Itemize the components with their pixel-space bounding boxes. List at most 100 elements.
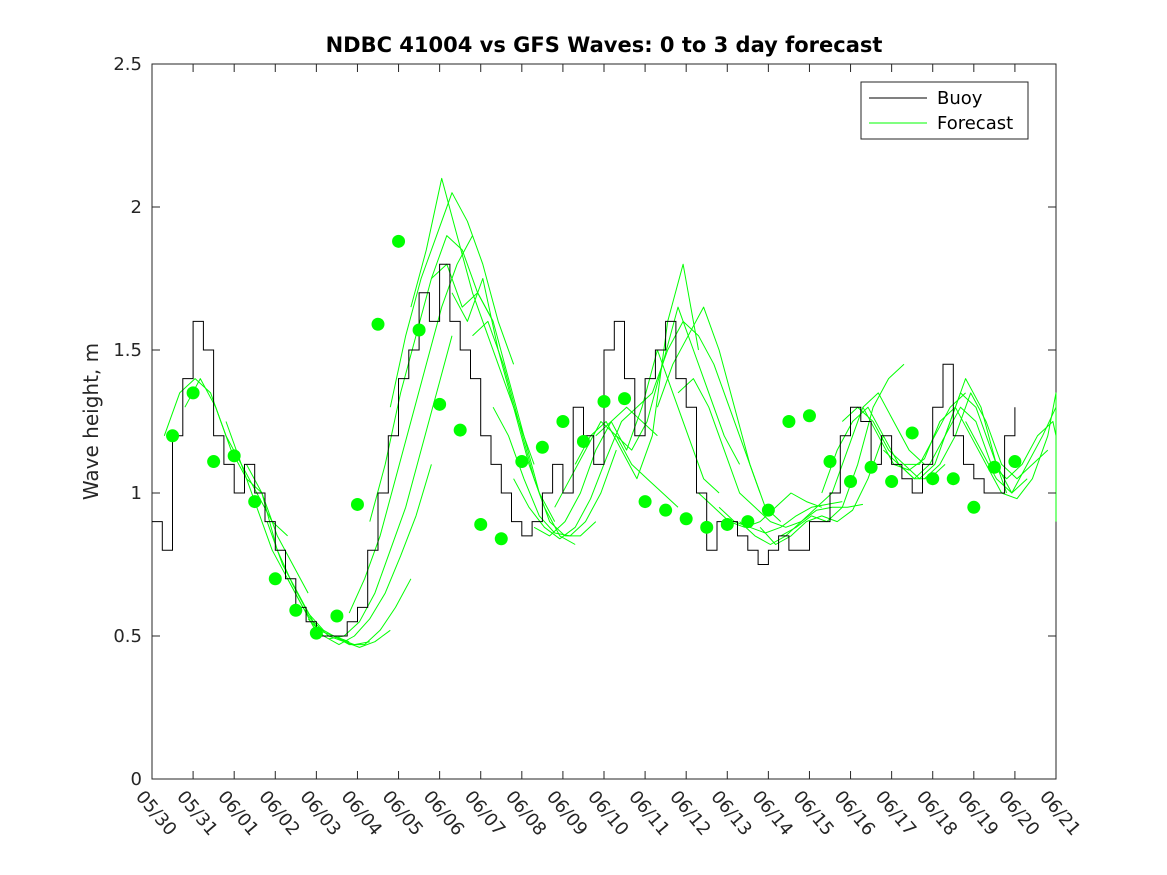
forecast-run-line xyxy=(389,192,515,408)
forecast-run-line xyxy=(266,521,391,648)
forecast-run-line xyxy=(985,392,1057,522)
forecast-run-line xyxy=(944,406,1057,480)
forecast-marker xyxy=(433,397,447,411)
forecast-marker xyxy=(186,386,200,400)
x-tick-label: 06/20 xyxy=(994,787,1043,840)
forecast-marker xyxy=(576,435,590,449)
forecast-marker xyxy=(761,503,775,517)
forecast-run-line xyxy=(615,306,741,465)
forecast-marker xyxy=(330,609,344,623)
forecast-marker xyxy=(618,392,632,406)
forecast-run-line xyxy=(246,464,370,646)
forecast-marker xyxy=(474,517,488,531)
forecast-marker xyxy=(885,475,899,489)
forecast-marker xyxy=(535,440,549,454)
forecast-markers xyxy=(166,234,1022,640)
x-tick-label: 06/10 xyxy=(583,787,632,840)
y-tick-label: 2.5 xyxy=(113,54,142,75)
y-axis-ticks: 0 0.5 1 1.5 2 2.5 xyxy=(113,54,1056,790)
forecast-marker xyxy=(679,512,693,526)
forecast-run-line xyxy=(513,406,638,540)
legend: Buoy Forecast xyxy=(860,81,1029,140)
forecast-marker xyxy=(515,455,529,469)
x-tick-label: 06/05 xyxy=(378,787,427,840)
x-tick-label: 06/15 xyxy=(789,787,838,840)
forecast-marker xyxy=(248,495,262,509)
x-tick-label: 06/16 xyxy=(830,787,879,840)
x-tick-label: 06/12 xyxy=(665,787,714,840)
forecast-run-line xyxy=(472,320,597,537)
y-axis-label: Wave height, m xyxy=(79,343,103,500)
x-tick-label: 05/30 xyxy=(131,787,180,840)
forecast-run-line xyxy=(677,378,802,528)
forecast-run-line xyxy=(780,363,905,537)
legend-box xyxy=(860,81,1029,140)
forecast-run-line xyxy=(225,421,350,643)
legend-forecast-label: Forecast xyxy=(937,113,1013,134)
x-tick-label: 06/18 xyxy=(912,787,961,840)
forecast-marker xyxy=(638,495,652,509)
forecast-marker xyxy=(782,415,796,428)
x-tick-label: 06/07 xyxy=(460,787,509,840)
forecast-marker xyxy=(207,455,221,469)
forecast-run-line xyxy=(862,406,987,471)
x-tick-label: 06/03 xyxy=(296,787,345,840)
forecast-marker xyxy=(823,455,837,469)
x-tick-label: 06/19 xyxy=(953,787,1002,840)
forecast-lines xyxy=(163,177,1057,648)
forecast-marker xyxy=(412,323,426,337)
x-axis-ticks: 05/3005/3106/0106/0206/0306/0406/0506/06… xyxy=(131,64,1085,840)
x-tick-label: 06/14 xyxy=(748,787,797,840)
forecast-marker xyxy=(309,626,323,640)
x-tick-label: 06/21 xyxy=(1035,787,1084,840)
forecast-marker xyxy=(227,449,241,463)
x-tick-label: 06/01 xyxy=(213,787,262,840)
x-tick-label: 06/17 xyxy=(871,787,920,840)
x-tick-label: 06/11 xyxy=(624,787,673,840)
y-tick-label: 0 xyxy=(131,769,142,790)
forecast-marker xyxy=(700,520,714,534)
forecast-marker xyxy=(987,460,1001,474)
forecast-run-line xyxy=(903,378,1028,494)
y-tick-label: 1.5 xyxy=(113,340,142,361)
forecast-marker xyxy=(967,500,981,514)
x-tick-label: 06/13 xyxy=(706,787,755,840)
forecast-marker xyxy=(453,423,467,437)
legend-buoy-label: Buoy xyxy=(937,88,983,109)
y-tick-label: 1 xyxy=(131,483,142,504)
forecast-run-line xyxy=(924,392,1049,480)
forecast-marker xyxy=(268,572,282,586)
forecast-marker xyxy=(289,603,303,617)
forecast-run-line xyxy=(718,501,843,534)
forecast-marker xyxy=(597,394,611,408)
x-tick-label: 05/31 xyxy=(172,787,221,840)
x-tick-label: 06/04 xyxy=(337,787,386,840)
forecast-marker xyxy=(659,503,673,517)
forecast-run-line xyxy=(492,406,617,537)
forecast-marker xyxy=(802,409,816,423)
forecast-marker xyxy=(741,515,755,529)
forecast-marker xyxy=(720,517,734,531)
forecast-marker xyxy=(905,426,919,440)
x-tick-label: 06/02 xyxy=(254,787,303,840)
forecast-run-line xyxy=(698,492,822,528)
forecast-run-line xyxy=(328,335,453,640)
forecast-marker xyxy=(844,475,858,489)
y-tick-label: 2 xyxy=(131,197,142,218)
y-tick-label: 0.5 xyxy=(113,626,142,647)
forecast-run-line xyxy=(307,464,432,646)
forecast-marker xyxy=(926,472,940,486)
forecast-marker xyxy=(350,497,364,511)
forecast-run-line xyxy=(287,578,412,646)
forecast-run-line xyxy=(533,406,658,537)
forecast-marker xyxy=(556,415,570,428)
forecast-marker xyxy=(1008,455,1022,469)
forecast-run-line xyxy=(656,306,782,522)
forecast-marker xyxy=(864,460,878,474)
forecast-marker xyxy=(946,472,960,486)
x-tick-label: 06/08 xyxy=(501,787,550,840)
forecast-run-line xyxy=(574,263,699,480)
forecast-marker xyxy=(371,317,385,331)
forecast-run-line xyxy=(636,320,761,494)
